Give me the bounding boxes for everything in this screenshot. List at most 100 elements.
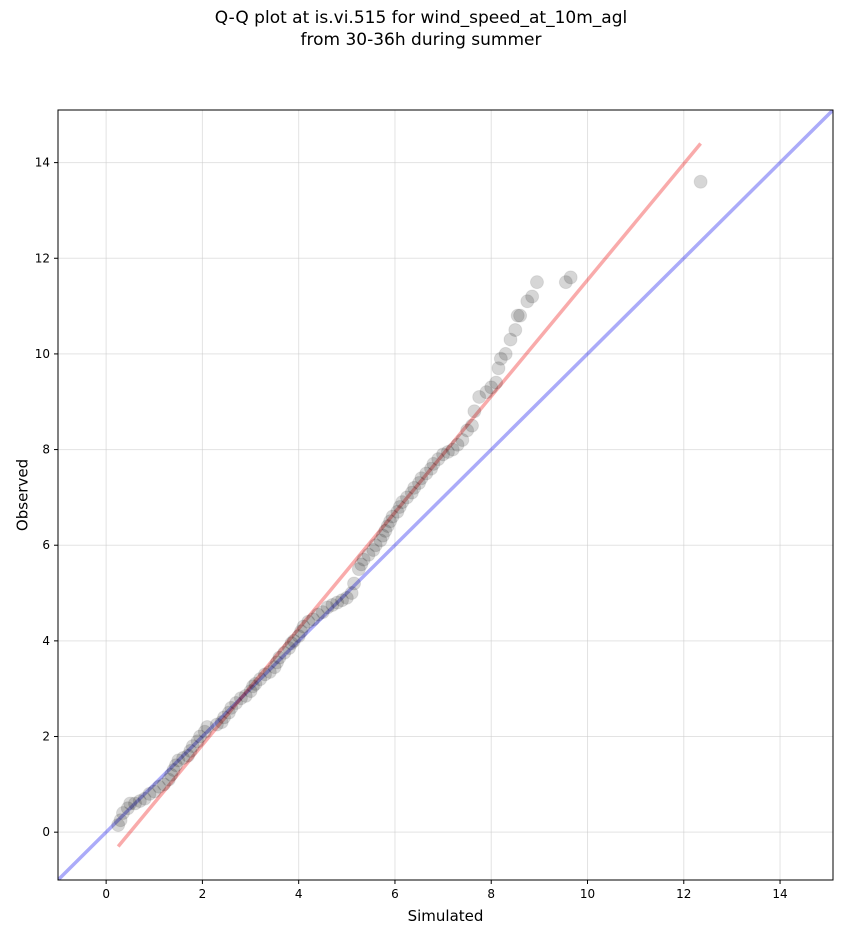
data-point xyxy=(392,499,407,514)
data-point xyxy=(291,629,306,644)
axes-frame xyxy=(57,109,834,881)
data-point xyxy=(284,636,299,651)
data-point xyxy=(221,705,236,720)
x-tick-label: 8 xyxy=(487,887,495,901)
scatter-points xyxy=(111,174,708,832)
data-point xyxy=(286,633,301,648)
data-point xyxy=(503,332,518,347)
data-point xyxy=(161,772,176,787)
data-point xyxy=(412,476,427,491)
data-point xyxy=(224,700,239,715)
data-point xyxy=(180,748,195,763)
data-point xyxy=(164,767,179,782)
data-point xyxy=(294,624,309,639)
data-point xyxy=(426,456,441,471)
data-point xyxy=(229,696,244,711)
data-point xyxy=(479,385,494,400)
data-point xyxy=(262,664,277,679)
data-point xyxy=(373,533,388,548)
data-point xyxy=(115,806,130,821)
data-point xyxy=(464,418,479,433)
data-point xyxy=(238,688,253,703)
data-point xyxy=(137,791,152,806)
data-point xyxy=(436,447,451,462)
data-point xyxy=(233,691,248,706)
data-point xyxy=(390,504,405,519)
data-point xyxy=(197,724,212,739)
data-point xyxy=(335,593,350,608)
data-point xyxy=(267,660,282,675)
data-point xyxy=(214,715,229,730)
data-point xyxy=(493,351,508,366)
y-tick-label: 14 xyxy=(35,156,50,170)
data-point xyxy=(270,655,285,670)
data-point xyxy=(277,645,292,660)
data-point xyxy=(467,404,482,419)
data-point xyxy=(301,614,316,629)
data-point xyxy=(185,739,200,754)
data-point xyxy=(484,380,499,395)
x-tick-label: 2 xyxy=(199,887,207,901)
data-point xyxy=(424,461,439,476)
data-point xyxy=(508,323,523,337)
data-point xyxy=(253,672,268,687)
data-point xyxy=(282,641,297,656)
x-tick-label: 12 xyxy=(676,887,691,901)
data-point xyxy=(563,270,578,285)
data-point xyxy=(111,818,126,832)
ticks: 0 2 4 6 8 10 12 14 0 2 4 6 8 10 12 14 xyxy=(35,156,788,901)
data-point xyxy=(491,361,506,376)
data-point xyxy=(361,547,376,562)
data-point xyxy=(272,650,287,665)
data-point xyxy=(147,784,162,799)
data-point xyxy=(529,275,544,290)
data-point xyxy=(525,289,540,304)
y-tick-label: 12 xyxy=(35,251,50,265)
data-point xyxy=(128,796,143,811)
data-point xyxy=(339,590,354,605)
data-point xyxy=(366,543,381,557)
data-point xyxy=(385,509,400,524)
data-point xyxy=(168,758,183,773)
y-axis-label: Observed xyxy=(13,459,31,531)
data-point xyxy=(498,346,513,361)
y-tick-label: 10 xyxy=(35,347,50,361)
data-point xyxy=(171,753,186,768)
y-tick-label: 2 xyxy=(42,730,50,744)
data-point xyxy=(455,433,470,447)
fit-line xyxy=(116,142,702,848)
data-point xyxy=(380,519,395,534)
data-point xyxy=(166,763,181,777)
x-tick-label: 0 xyxy=(102,887,110,901)
data-point xyxy=(510,308,525,323)
data-point xyxy=(399,490,414,505)
data-point xyxy=(431,452,446,467)
data-point xyxy=(243,684,258,699)
data-point xyxy=(354,557,369,572)
x-axis-label: Simulated xyxy=(408,907,484,925)
data-point xyxy=(200,719,215,734)
data-point xyxy=(257,667,272,682)
grid xyxy=(58,110,833,880)
data-point xyxy=(440,444,455,459)
data-point xyxy=(190,734,205,749)
data-point xyxy=(351,562,366,577)
y-tick-label: 4 xyxy=(42,634,50,648)
data-point xyxy=(419,466,434,481)
data-point xyxy=(123,796,138,811)
lines xyxy=(58,110,833,880)
data-point xyxy=(325,598,340,612)
reference-line xyxy=(58,110,833,880)
chart-title-line-2: from 30-36h during summer xyxy=(300,30,542,50)
data-point xyxy=(347,576,362,591)
x-tick-label: 14 xyxy=(772,887,787,901)
data-point xyxy=(306,612,321,627)
data-point xyxy=(248,676,263,691)
x-tick-label: 4 xyxy=(295,887,303,901)
data-point xyxy=(142,786,157,801)
data-point xyxy=(383,514,398,529)
data-point xyxy=(310,607,325,622)
data-point xyxy=(176,751,191,766)
data-point xyxy=(513,308,528,323)
data-point xyxy=(407,480,422,495)
